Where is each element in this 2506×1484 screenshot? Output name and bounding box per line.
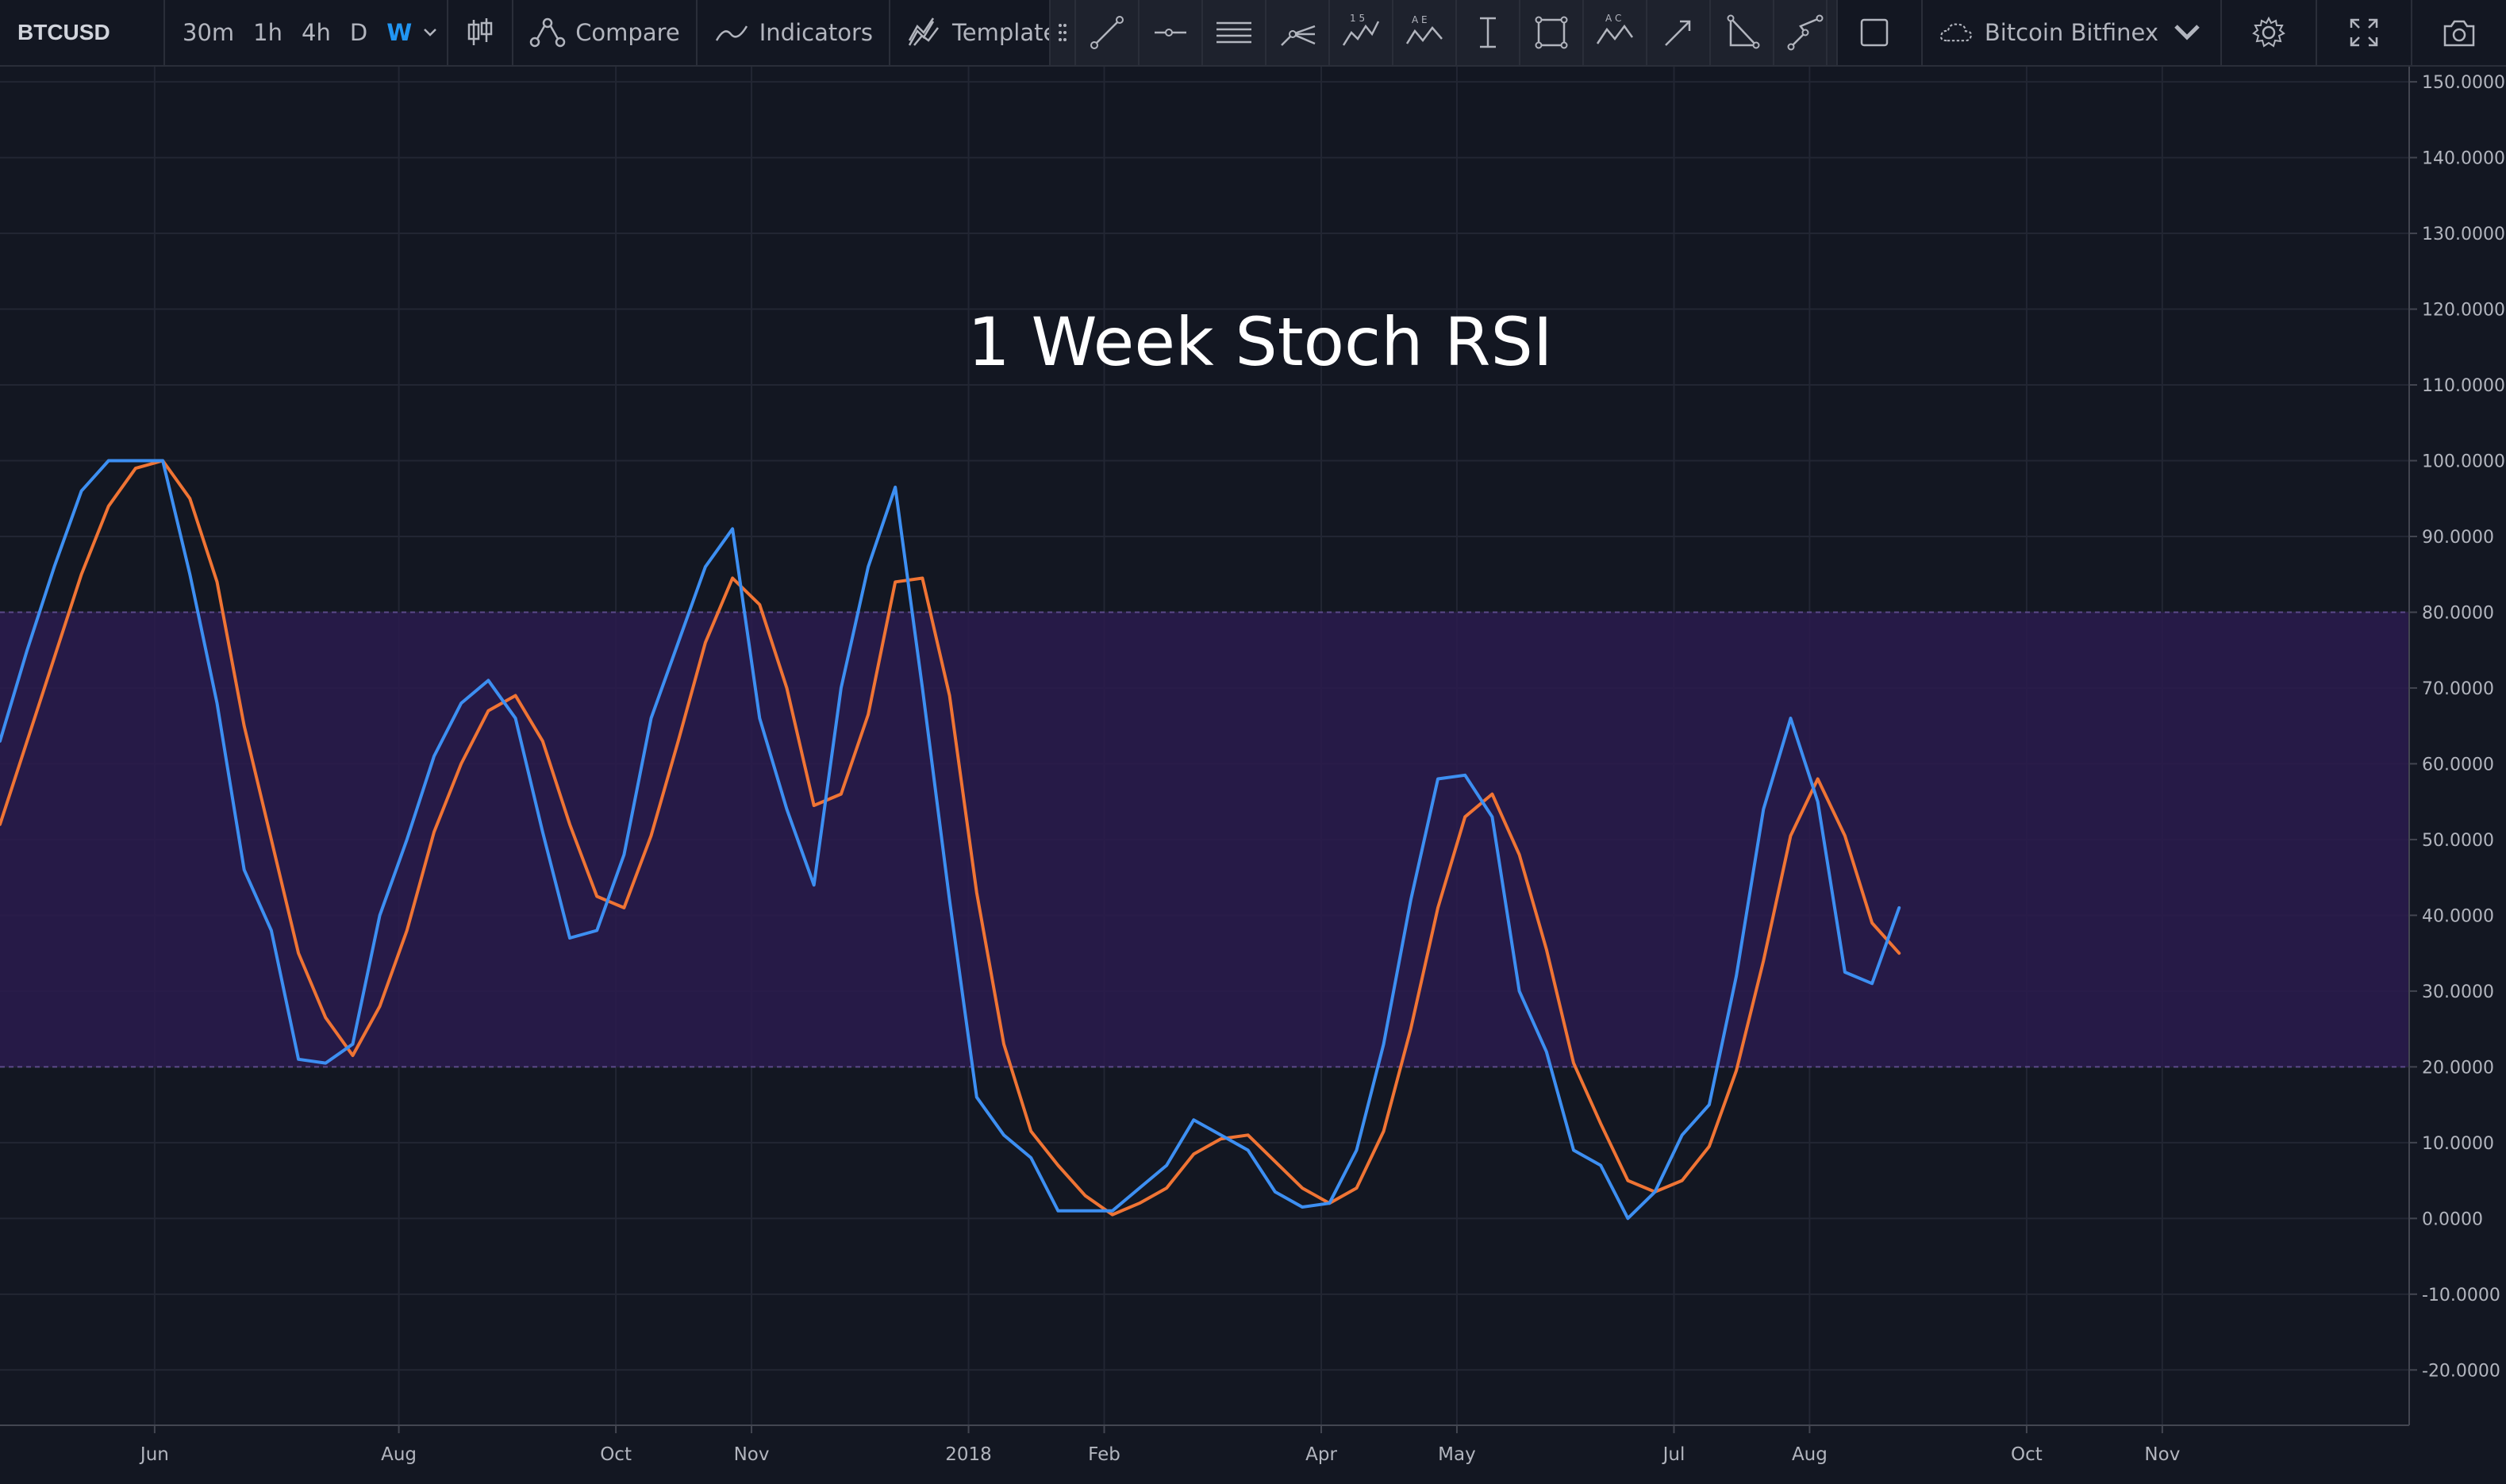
- timeframe-dropdown-icon[interactable]: [421, 26, 439, 39]
- pitchfork-tool[interactable]: [1266, 0, 1330, 65]
- y-tick-label: 10.0000: [2422, 1134, 2494, 1154]
- expand-button[interactable]: [2316, 0, 2411, 65]
- horizontal-ray-icon: [1155, 29, 1186, 37]
- y-tick-label: 80.0000: [2422, 603, 2494, 623]
- abcd-pattern-icon: A E: [1405, 14, 1443, 44]
- x-tick-label: Aug: [381, 1444, 417, 1465]
- timeframe-1h[interactable]: 1h: [253, 19, 283, 46]
- x-tick-label: Nov: [2144, 1444, 2180, 1465]
- x-tick-label: Feb: [1088, 1444, 1120, 1465]
- svg-text:A C: A C: [1605, 13, 1621, 24]
- y-tick-label: 110.0000: [2422, 376, 2505, 396]
- horizontal-ray-tool[interactable]: [1140, 0, 1203, 65]
- compare-button[interactable]: Compare: [513, 0, 698, 65]
- triangle-icon: [1727, 14, 1760, 49]
- x-tick-label: Oct: [600, 1444, 632, 1465]
- settings-button[interactable]: [2220, 0, 2316, 65]
- compare-label: Compare: [575, 19, 680, 46]
- fullscreen-toggle-button[interactable]: [1825, 0, 1921, 65]
- y-tick-label: 50.0000: [2422, 831, 2494, 851]
- elliott-wave-tool[interactable]: 1 5: [1330, 0, 1393, 65]
- y-tick-label: 40.0000: [2422, 906, 2494, 926]
- x-tick-label: Aug: [1792, 1444, 1828, 1465]
- y-tick-label: -10.0000: [2422, 1286, 2500, 1305]
- stoch-rsi-chart[interactable]: 1 Week Stoch RSI 150.0000 140.0000 130.000…: [0, 67, 2506, 1481]
- date-range-icon: [1480, 17, 1496, 48]
- series-line-k: [0, 459, 1901, 1221]
- exchange-label: Bitcoin Bitfinex: [1984, 19, 2158, 46]
- y-tick-label: 0.0000: [2422, 1209, 2483, 1229]
- drawing-toolbar-drag-handle[interactable]: [1051, 0, 1076, 65]
- rectangle-tool[interactable]: [1520, 0, 1584, 65]
- chart-title: 1 Week Stoch RSI: [967, 303, 1552, 381]
- chevron-down-icon: [2174, 25, 2200, 40]
- date-range-tool[interactable]: [1457, 0, 1520, 65]
- x-tick-label: Jul: [1662, 1444, 1685, 1465]
- price-axis[interactable]: 150.0000 140.0000 130.0000 120.0000 110.0000…: [2409, 73, 2505, 1381]
- indicators-button[interactable]: Indicators: [698, 0, 891, 65]
- timeframe-group: 30m 1h 4h D W: [165, 0, 449, 65]
- drawing-toolbar: 1 5 A E A C: [1049, 0, 1838, 65]
- arrow-tool[interactable]: [1647, 0, 1711, 65]
- y-tick-label: 90.0000: [2422, 528, 2494, 548]
- candles-icon: [467, 18, 493, 45]
- screenshot-button[interactable]: [2411, 0, 2506, 65]
- svg-text:1 5: 1 5: [1350, 13, 1365, 24]
- indicators-label: Indicators: [759, 19, 874, 46]
- y-tick-label: 20.0000: [2422, 1058, 2494, 1078]
- path-tool[interactable]: [1774, 0, 1838, 65]
- x-tick-label: Nov: [734, 1444, 770, 1465]
- arrow-icon: [1665, 20, 1691, 46]
- right-toolbar: Bitcoin Bitfinex: [1825, 0, 2506, 65]
- timeframe-4h[interactable]: 4h: [302, 19, 331, 46]
- y-tick-label: 30.0000: [2422, 982, 2494, 1002]
- y-tick-label: 60.0000: [2422, 755, 2494, 775]
- gear-icon: [2252, 16, 2285, 48]
- overbought-oversold-band: [0, 612, 2409, 1067]
- trend-line-tool[interactable]: [1076, 0, 1140, 65]
- y-tick-label: 130.0000: [2422, 225, 2505, 244]
- parallel-lines-icon: [1216, 21, 1251, 44]
- rectangle-icon: [1535, 16, 1568, 49]
- timeframe-w[interactable]: W: [386, 19, 413, 46]
- abcd-pattern-tool[interactable]: A E: [1393, 0, 1457, 65]
- grip-icon: [1059, 24, 1067, 41]
- abc-pattern-icon: A C: [1596, 13, 1634, 44]
- square-icon: [1860, 18, 1889, 47]
- x-tick-label: May: [1438, 1444, 1476, 1465]
- y-tick-label: 100.0000: [2422, 452, 2505, 472]
- symbol-label[interactable]: BTCUSD: [0, 0, 165, 65]
- series-line-d: [0, 459, 1901, 1217]
- trend-line-icon: [1090, 16, 1124, 49]
- chart-area[interactable]: 1 Week Stoch RSI 150.0000 140.0000 130.000…: [0, 67, 2506, 1481]
- svg-text:A E: A E: [1412, 14, 1428, 25]
- timeframe-d[interactable]: D: [349, 19, 368, 46]
- x-tick-label: Oct: [2011, 1444, 2043, 1465]
- templates-icon: [908, 17, 940, 46]
- abc-pattern-tool[interactable]: A C: [1584, 0, 1647, 65]
- path-icon: [1787, 14, 1824, 51]
- y-tick-label: 120.0000: [2422, 301, 2505, 321]
- series-lines: [0, 459, 1901, 1221]
- timeframe-30m[interactable]: 30m: [183, 19, 235, 46]
- compare-icon: [529, 17, 566, 48]
- x-tick-label: Apr: [1305, 1444, 1337, 1465]
- elliott-wave-icon: 1 5: [1342, 13, 1380, 46]
- exchange-selector[interactable]: Bitcoin Bitfinex: [1920, 0, 2220, 65]
- cloud-icon: [1939, 23, 1972, 42]
- y-tick-label: 150.0000: [2422, 73, 2505, 93]
- parallel-lines-tool[interactable]: [1203, 0, 1266, 65]
- x-tick-label: Jun: [139, 1444, 169, 1465]
- chart-style-button[interactable]: [448, 0, 514, 65]
- y-tick-label: 70.0000: [2422, 679, 2494, 699]
- pitchfork-icon: [1281, 25, 1316, 46]
- time-axis[interactable]: Jun Aug Oct Nov 2018 Feb Apr May Jul Aug Oct Nov: [139, 1425, 2180, 1465]
- camera-icon: [2443, 20, 2475, 47]
- expand-icon: [2350, 18, 2378, 47]
- triangle-tool[interactable]: [1711, 0, 1774, 65]
- y-tick-label: 140.0000: [2422, 149, 2505, 169]
- y-tick-label: -20.0000: [2422, 1361, 2500, 1381]
- x-tick-label: 2018: [945, 1444, 992, 1465]
- indicators-icon: [715, 25, 748, 41]
